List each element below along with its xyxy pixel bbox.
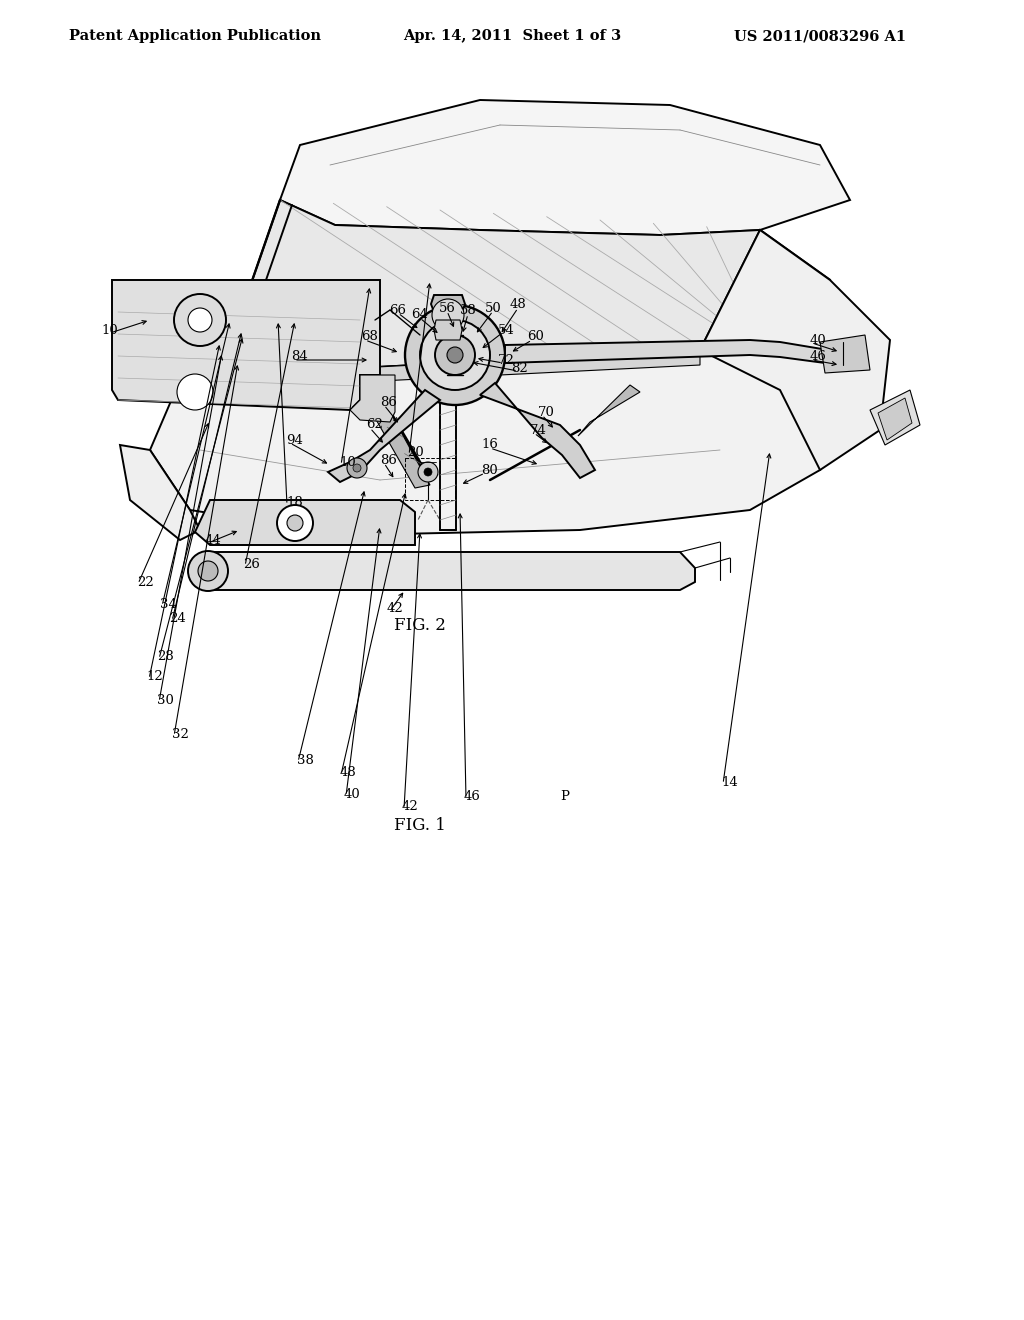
Text: 30: 30 [157,693,173,706]
Text: 14: 14 [722,776,738,788]
Text: FIG. 1: FIG. 1 [394,817,445,833]
Text: 50: 50 [484,301,502,314]
Polygon shape [234,201,760,370]
Polygon shape [480,383,595,478]
Text: 10: 10 [340,455,356,469]
Circle shape [188,308,212,333]
Circle shape [418,462,438,482]
Circle shape [353,465,361,473]
Polygon shape [308,300,430,488]
Text: 56: 56 [438,301,456,314]
Text: 48: 48 [340,767,356,780]
Polygon shape [120,445,200,540]
Text: 16: 16 [481,438,499,451]
Text: 54: 54 [498,323,514,337]
Text: 28: 28 [157,651,173,664]
Text: 68: 68 [361,330,379,343]
Text: 84: 84 [292,351,308,363]
Polygon shape [505,341,840,366]
Polygon shape [112,280,380,411]
Text: 40: 40 [810,334,826,346]
Text: Patent Application Publication: Patent Application Publication [69,29,321,44]
Polygon shape [820,335,870,374]
Circle shape [278,506,313,541]
Polygon shape [195,500,415,545]
Polygon shape [280,100,850,235]
Polygon shape [878,399,912,440]
Text: 66: 66 [389,304,407,317]
Circle shape [424,469,432,477]
Text: 42: 42 [401,800,419,813]
Text: 70: 70 [538,405,554,418]
Text: US 2011/0083296 A1: US 2011/0083296 A1 [734,29,906,44]
Polygon shape [328,389,440,482]
Circle shape [435,335,475,375]
Circle shape [347,458,367,478]
Text: 12: 12 [146,671,164,684]
Text: 74: 74 [529,424,547,437]
Text: 60: 60 [527,330,545,343]
Text: P: P [560,791,569,804]
Text: 38: 38 [297,754,313,767]
Polygon shape [700,230,890,480]
Text: 40: 40 [344,788,360,800]
Text: 58: 58 [460,305,476,318]
Polygon shape [248,333,700,384]
Text: 82: 82 [512,362,528,375]
Text: 42: 42 [387,602,403,615]
Polygon shape [578,385,640,436]
Circle shape [198,561,218,581]
Text: 94: 94 [287,433,303,446]
Polygon shape [150,330,820,535]
Circle shape [406,305,505,405]
Text: 18: 18 [287,495,303,508]
Text: 22: 22 [137,576,155,589]
Text: 72: 72 [498,354,514,367]
Text: 44: 44 [205,533,221,546]
Circle shape [420,319,490,389]
Circle shape [188,550,228,591]
Circle shape [174,294,226,346]
Text: 10: 10 [101,323,119,337]
Circle shape [432,300,464,331]
Text: 80: 80 [481,463,499,477]
Polygon shape [431,294,465,312]
Circle shape [447,347,463,363]
Text: 86: 86 [381,454,397,466]
Polygon shape [870,389,920,445]
Text: 48: 48 [510,298,526,312]
Circle shape [287,515,303,531]
Polygon shape [195,552,695,590]
Text: FIG. 2: FIG. 2 [394,616,445,634]
Circle shape [177,374,213,411]
Text: 86: 86 [381,396,397,408]
Text: 20: 20 [408,446,424,458]
Text: Apr. 14, 2011  Sheet 1 of 3: Apr. 14, 2011 Sheet 1 of 3 [402,29,622,44]
Polygon shape [434,319,462,341]
Text: 24: 24 [170,612,186,626]
Text: 46: 46 [464,791,480,804]
Text: 64: 64 [412,309,428,322]
Text: 46: 46 [810,351,826,363]
Text: 26: 26 [244,557,260,570]
Polygon shape [350,375,395,422]
Text: 62: 62 [367,418,383,432]
Text: 34: 34 [160,598,176,610]
Text: 32: 32 [172,727,188,741]
